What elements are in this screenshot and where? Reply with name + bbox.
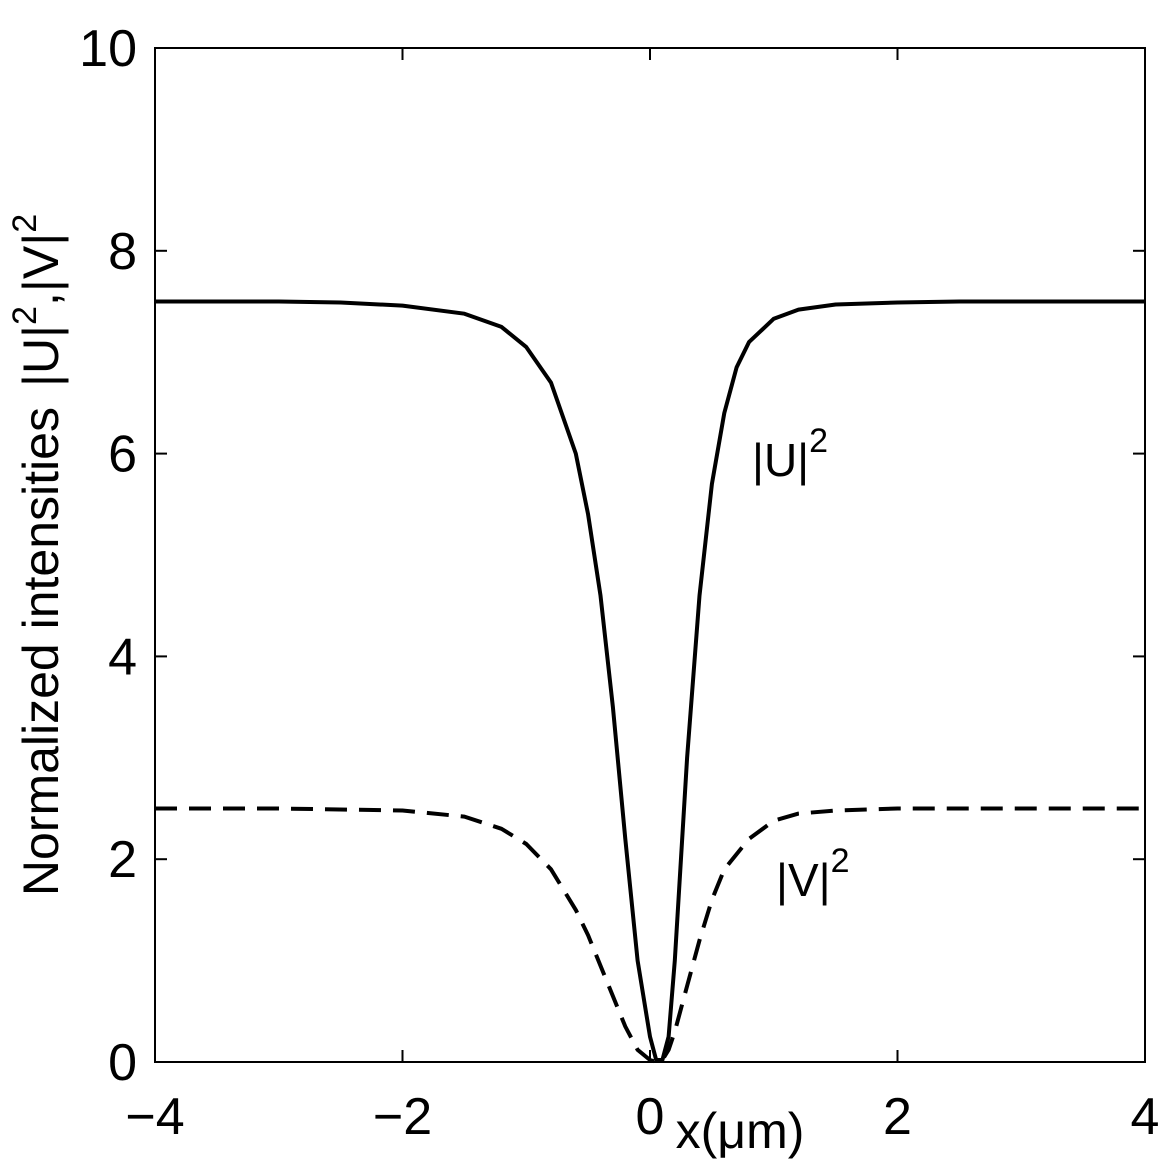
y-tick-label: 8 [108, 223, 137, 281]
x-tick-label: 0 [636, 1088, 665, 1146]
plot-frame [154, 47, 1146, 1063]
y-tick-label: 4 [108, 628, 137, 686]
series-u-line [155, 299, 1145, 1062]
y-tick-label: 6 [108, 426, 137, 484]
x-axis-label: x(μm) [676, 1103, 805, 1159]
annotation-v: |V|2 [776, 842, 850, 906]
series-v-line [155, 806, 1145, 1064]
x-tick-label: −2 [373, 1088, 432, 1146]
y-tick-label: 2 [108, 831, 137, 889]
annotation-u: |U|2 [752, 422, 828, 486]
x-tick-label: 4 [1131, 1088, 1160, 1146]
y-tick-label: 0 [108, 1034, 137, 1092]
x-tick-label: −4 [125, 1088, 184, 1146]
x-tick-label: 2 [883, 1088, 912, 1146]
y-axis-label: Normalized intensities|U|2,|V|2 [6, 214, 69, 896]
y-tick-label: 10 [79, 20, 137, 78]
